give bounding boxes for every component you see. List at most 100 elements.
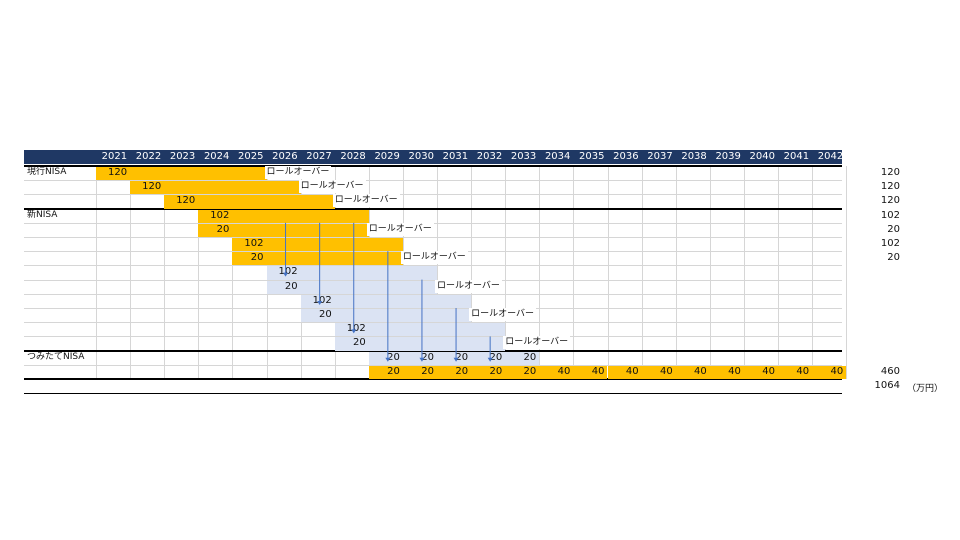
rollover-label: ロールオーバー	[264, 166, 332, 179]
investment-value: 40	[694, 365, 707, 377]
holding-band	[300, 294, 472, 308]
investment-value: 20	[284, 280, 298, 292]
grid-hline	[24, 194, 842, 196]
year-header-cell: 2041	[783, 151, 810, 162]
grid-hline	[24, 279, 842, 281]
year-header-cell: 2021	[101, 151, 128, 162]
holding-band	[198, 209, 369, 223]
holding-band	[573, 365, 608, 379]
investment-value: 40	[728, 365, 741, 377]
holding-band	[266, 266, 437, 280]
holding-band	[198, 223, 369, 237]
year-header-cell: 2026	[272, 151, 298, 162]
grid-vline	[471, 166, 473, 379]
grid-vline	[164, 166, 166, 379]
grid-hline	[24, 293, 842, 295]
holding-band	[743, 365, 778, 379]
grid-vline	[437, 166, 438, 379]
section-divider	[24, 349, 842, 352]
rollover-label: ロールオーバー	[366, 222, 434, 236]
investment-value: 120	[108, 167, 128, 178]
year-header-bar	[24, 150, 842, 164]
year-header-cell: 2034	[544, 151, 571, 162]
investment-value: 102	[312, 294, 332, 306]
rollover-label: ロールオーバー	[435, 279, 502, 293]
year-header-cell: 2024	[203, 151, 230, 162]
investment-value: 20	[421, 365, 434, 377]
investment-value: 20	[353, 337, 366, 349]
grand-total: 1064	[874, 380, 900, 391]
year-header-cell: 2040	[749, 151, 775, 162]
section-divider	[24, 378, 842, 380]
holding-band	[368, 365, 403, 379]
year-header-cell: 2029	[374, 151, 400, 162]
grid-vline	[130, 166, 132, 379]
year-header-cell: 2033	[510, 151, 537, 162]
investment-value: 20	[318, 309, 332, 320]
grid-vline	[573, 166, 575, 379]
year-header-cell: 2028	[340, 151, 366, 162]
holding-band	[402, 365, 437, 379]
year-header-cell: 2032	[476, 151, 503, 162]
investment-value: 120	[176, 195, 196, 207]
holding-band	[266, 280, 437, 294]
grid-vline	[539, 166, 541, 379]
investment-value: 20	[216, 223, 230, 235]
rollover-label: ロールオーバー	[298, 180, 366, 194]
investment-value: 40	[625, 365, 639, 377]
holding-band	[300, 309, 472, 323]
holding-band	[709, 365, 744, 379]
grid-vline	[846, 166, 848, 379]
grid-hline	[24, 180, 842, 182]
grid-vline	[709, 166, 711, 379]
holding-band	[96, 167, 267, 181]
rollover-label: ロールオーバー	[503, 336, 571, 350]
row-total: 102	[880, 209, 900, 221]
year-header-cell: 2038	[681, 151, 707, 162]
rollover-label: ロールオーバー	[332, 194, 400, 208]
unit-label: （万円）	[907, 384, 944, 394]
grid-hline	[24, 308, 842, 309]
investment-value: 20	[455, 365, 469, 377]
holding-band	[471, 365, 506, 379]
section-label-shin: 新NISA	[27, 210, 58, 220]
section-divider	[24, 165, 842, 167]
section-label-genko: 現行NISA	[27, 167, 67, 177]
investment-value: 40	[659, 365, 673, 377]
bottom-rule	[24, 393, 842, 394]
grid-hline	[24, 336, 842, 338]
investment-value: 20	[523, 365, 537, 377]
year-header-cell: 2036	[613, 151, 639, 162]
investment-value: 120	[142, 181, 162, 193]
grid-vline	[743, 166, 745, 379]
year-header-cell: 2039	[715, 151, 741, 162]
holding-band	[641, 365, 676, 379]
section-divider	[24, 207, 842, 210]
investment-value: 102	[210, 209, 230, 221]
grid-vline	[675, 166, 677, 379]
holding-band	[232, 252, 403, 266]
investment-value: 20	[489, 351, 503, 363]
row-total: 120	[880, 195, 900, 207]
investment-value: 40	[557, 365, 571, 377]
holding-band	[334, 337, 506, 351]
holding-band	[130, 181, 301, 195]
holding-band	[437, 365, 472, 379]
holding-band	[505, 351, 540, 365]
row-total: 20	[887, 223, 900, 235]
rollover-label: ロールオーバー	[400, 251, 468, 265]
grid-vline	[607, 166, 609, 379]
rollover-label: ロールオーバー	[469, 308, 537, 321]
grid-hline	[24, 322, 842, 324]
year-header-cell: 2023	[169, 151, 196, 162]
investment-value: 20	[250, 252, 264, 264]
investment-value: 20	[523, 351, 537, 363]
investment-value: 20	[455, 351, 469, 363]
grid-vline	[812, 166, 814, 379]
grid-vline	[505, 166, 507, 379]
year-header-cell: 2042	[817, 151, 844, 162]
investment-value: 102	[346, 323, 366, 335]
holding-band	[539, 365, 574, 379]
